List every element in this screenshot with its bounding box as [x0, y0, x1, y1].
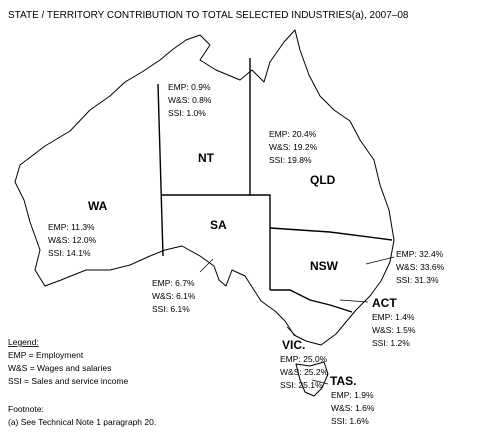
stat-line: SSI: 1.0% — [168, 108, 206, 118]
state-name: WA — [88, 199, 108, 213]
stat-line: SSI: 1.6% — [331, 416, 369, 426]
footnote-text: (a) See Technical Note 1 paragraph 20. — [8, 417, 156, 427]
stat-line: W&S: 6.1% — [152, 291, 196, 301]
stat-line: EMP: 1.9% — [331, 390, 374, 400]
state-name: VIC. — [282, 338, 305, 352]
state-name: QLD — [310, 173, 336, 187]
legend-item: SSI = Sales and service income — [8, 376, 129, 386]
stat-line: SSI: 14.1% — [48, 248, 91, 258]
legend-item: W&S = Wages and salaries — [8, 363, 111, 373]
stat-line: W&S: 0.8% — [168, 95, 212, 105]
stat-line: EMP: 20.4% — [269, 129, 317, 139]
stat-line: SSI: 1.2% — [372, 338, 410, 348]
state-name: SA — [210, 218, 227, 232]
stat-line: EMP: 32.4% — [396, 249, 444, 259]
stat-line: SSI: 31.3% — [396, 275, 439, 285]
legend-heading: Legend: — [8, 337, 39, 347]
footnote-heading: Footnote: — [8, 404, 44, 414]
stat-line: EMP: 0.9% — [168, 82, 211, 92]
state-name: NSW — [310, 259, 339, 273]
stat-line: EMP: 1.4% — [372, 312, 415, 322]
stat-line: SSI: 6.1% — [152, 304, 190, 314]
tasmania-outline — [295, 361, 329, 397]
pointer-act — [339, 299, 369, 303]
australia-outline — [14, 29, 395, 346]
stat-line: EMP: 25.0% — [280, 354, 328, 364]
pointer-nsw — [365, 256, 395, 265]
state-name: ACT — [372, 296, 397, 310]
nt-qld-border — [249, 58, 271, 228]
stat-line: W&S: 25.2% — [280, 367, 329, 377]
wa-border — [157, 83, 164, 257]
stat-line: SSI: 25.1% — [280, 380, 323, 390]
stat-line: SSI: 19.8% — [269, 155, 312, 165]
stat-line: EMP: 11.3% — [48, 222, 95, 232]
nsw-vic-border — [270, 289, 353, 313]
stat-line: W&S: 33.6% — [396, 262, 445, 272]
stat-line: W&S: 19.2% — [269, 142, 318, 152]
stat-line: W&S: 1.5% — [372, 325, 416, 335]
state-name: NT — [198, 151, 215, 165]
pointer-vic — [286, 326, 297, 337]
pointer-sa — [199, 258, 214, 273]
title: STATE / TERRITORY CONTRIBUTION TO TOTAL … — [8, 10, 409, 21]
state-name: TAS. — [330, 374, 356, 388]
legend-item: EMP = Employment — [8, 350, 84, 360]
pointer-tas — [311, 379, 329, 385]
stat-line: EMP: 6.7% — [152, 278, 195, 288]
stat-line: W&S: 12.0% — [48, 235, 97, 245]
qld-nsw-border — [269, 227, 393, 241]
stat-line: W&S: 1.6% — [331, 403, 375, 413]
